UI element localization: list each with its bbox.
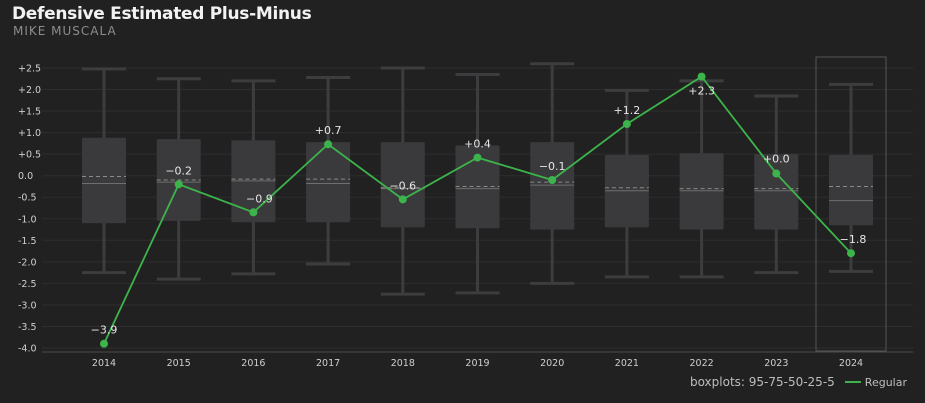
x-tick-label: 2020 — [540, 358, 564, 369]
chart-footer: boxplots: 95-75-50-25-5 Regular — [690, 375, 907, 389]
y-tick-label: -2.5 — [18, 279, 37, 290]
y-tick-label: -3.0 — [18, 300, 37, 311]
data-point — [622, 120, 631, 128]
data-label: −0.9 — [246, 192, 273, 205]
y-tick-label: -1.0 — [18, 214, 37, 225]
data-label: −1.8 — [840, 233, 867, 246]
x-tick-label: 2023 — [764, 358, 788, 369]
x-tick-label: 2017 — [316, 358, 340, 369]
y-tick-label: +2.0 — [18, 85, 41, 96]
y-tick-label: -1.5 — [18, 236, 37, 247]
legend-line-swatch — [844, 381, 861, 383]
y-tick-label: -0.5 — [18, 193, 37, 204]
data-label: −3.9 — [91, 324, 118, 337]
y-tick-label: +2.5 — [18, 64, 41, 75]
y-tick-label: +1.0 — [18, 128, 41, 139]
highlight-frame — [815, 56, 887, 352]
data-label: +2.3 — [688, 85, 715, 98]
data-point — [174, 180, 183, 189]
data-point — [548, 176, 557, 184]
y-tick-label: -3.5 — [18, 322, 37, 333]
y-tick-label: +1.5 — [18, 107, 41, 118]
chart-subtitle: MIKE MUSCALA — [13, 24, 117, 38]
box — [82, 137, 126, 224]
y-tick-label: 0.0 — [18, 171, 33, 182]
data-label: +1.2 — [614, 104, 641, 117]
box — [754, 154, 799, 230]
data-point — [697, 72, 706, 81]
y-tick-label: -2.0 — [18, 257, 37, 268]
data-label: −0.1 — [539, 160, 566, 173]
box — [530, 142, 575, 230]
x-tick-label: 2016 — [241, 358, 265, 369]
data-label: −0.6 — [389, 179, 416, 192]
data-label: +0.0 — [763, 153, 790, 166]
x-tick-label: 2018 — [391, 358, 415, 369]
data-point — [398, 195, 407, 204]
x-tick-label: 2015 — [167, 358, 191, 369]
box — [679, 153, 724, 230]
data-point — [772, 169, 781, 178]
boxplot-note: boxplots: 95-75-50-25-5 — [689, 375, 835, 389]
data-point — [324, 140, 333, 149]
data-label: +0.4 — [464, 138, 491, 151]
data-point — [100, 339, 108, 348]
x-tick-label: 2022 — [690, 358, 714, 369]
data-point — [473, 153, 482, 162]
box — [380, 142, 425, 228]
chart-title: Defensive Estimated Plus-Minus — [12, 4, 312, 24]
legend-label-regular[interactable]: Regular — [864, 375, 907, 389]
y-tick-label: -4.0 — [18, 344, 37, 355]
data-point — [249, 208, 258, 217]
box — [829, 155, 873, 226]
x-tick-label: 2024 — [839, 358, 863, 369]
data-label: +0.7 — [315, 124, 342, 137]
x-tick-label: 2021 — [615, 358, 639, 369]
y-tick-label: +0.5 — [18, 150, 41, 161]
x-tick-label: 2019 — [465, 358, 489, 369]
x-tick-label: 2014 — [92, 358, 116, 369]
data-point — [847, 249, 855, 258]
data-label: −0.2 — [165, 164, 192, 177]
box — [306, 142, 351, 223]
